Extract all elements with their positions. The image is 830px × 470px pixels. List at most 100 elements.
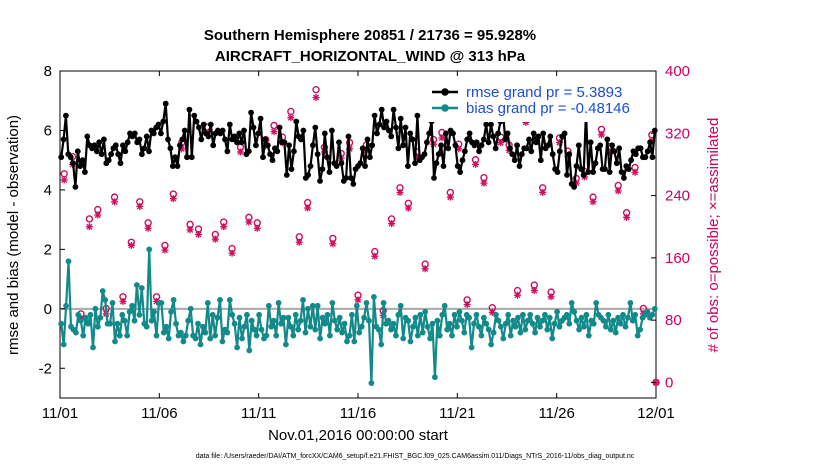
rmse-point	[310, 142, 316, 149]
rmse-point	[93, 148, 100, 155]
bias-point	[126, 308, 133, 315]
obs-possible-marker	[85, 215, 94, 223]
bias-point	[99, 288, 106, 294]
rmse-point	[424, 139, 430, 146]
bias-point	[573, 317, 580, 324]
obs-assimilated-marker	[236, 148, 244, 156]
bias-point	[182, 332, 189, 339]
bias-point	[490, 329, 497, 336]
bias-point	[214, 314, 221, 321]
x-tick-label: 11/01	[42, 405, 78, 422]
rmse-point	[165, 136, 171, 143]
bias-point	[441, 302, 448, 309]
bias-point	[153, 332, 160, 339]
obs-assimilated-marker	[354, 296, 362, 304]
legend-bias-marker	[441, 104, 449, 112]
obs-assimilated-marker	[295, 238, 303, 246]
rmse-point	[131, 130, 138, 137]
obs-assimilated-marker	[161, 246, 169, 254]
bias-point	[554, 308, 560, 315]
bias-point	[148, 317, 155, 324]
rmse-point	[336, 139, 342, 146]
bias-point	[63, 302, 69, 309]
bias-point	[280, 314, 287, 321]
bias-point	[292, 311, 299, 318]
rmse-point	[613, 160, 620, 167]
rmse-point	[219, 127, 226, 134]
obs-assimilated-marker	[539, 188, 547, 196]
rmse-point	[466, 130, 473, 137]
bias-point	[273, 332, 280, 339]
bias-point	[625, 314, 631, 321]
rmse-point	[174, 163, 181, 170]
bias-point	[82, 314, 89, 321]
rmse-point	[364, 136, 371, 143]
rmse-point	[348, 175, 354, 181]
bias-point	[532, 329, 538, 336]
rmse-point	[300, 127, 307, 134]
bias-point	[353, 302, 360, 309]
bias-point	[473, 311, 480, 318]
rmse-point	[459, 157, 466, 164]
rmse-point	[609, 142, 615, 149]
bias-point	[585, 332, 592, 339]
rmse-point	[530, 130, 537, 137]
bias-point	[180, 338, 187, 345]
rmse-point	[84, 133, 91, 140]
rmse-series	[58, 100, 658, 190]
chart-title-line2: AIRCRAFT_HORIZONTAL_WIND @ 313 hPa	[215, 48, 526, 65]
rmse-point	[172, 154, 179, 161]
bias-point	[385, 317, 392, 324]
bias-point	[241, 323, 248, 330]
rmse-point	[533, 139, 539, 146]
rmse-point	[293, 118, 300, 125]
rmse-point	[288, 166, 295, 173]
bias-point	[80, 332, 87, 339]
bias-point	[200, 323, 206, 330]
obs-assimilated-marker	[127, 241, 135, 249]
bias-point	[336, 314, 343, 321]
rmse-point	[141, 145, 148, 152]
bias-point	[295, 326, 302, 333]
bias-point	[124, 332, 131, 339]
obs-assimilated-marker	[144, 224, 152, 232]
rmse-point	[253, 142, 259, 149]
bias-point	[390, 320, 397, 327]
bias-point	[366, 317, 372, 324]
bias-point	[217, 297, 223, 303]
bias-point	[349, 311, 355, 318]
rmse-point	[492, 145, 499, 152]
bias-point	[515, 314, 521, 321]
bias-point	[393, 332, 399, 339]
rmse-point	[200, 121, 207, 128]
rmse-point	[393, 124, 399, 131]
bias-point	[146, 246, 153, 253]
rmse-point	[333, 163, 340, 170]
y-axis-left-label: rmse and bias (model - observation)	[5, 115, 22, 355]
bias-point	[432, 374, 438, 381]
rmse-point	[452, 142, 459, 149]
rmse-point	[264, 142, 271, 149]
bias-point	[116, 332, 123, 339]
rmse-point	[644, 148, 651, 155]
bias-point	[248, 317, 255, 324]
obs-assimilated-marker	[253, 224, 261, 232]
rmse-point	[457, 169, 463, 176]
obs-assimilated-marker	[60, 176, 68, 184]
rmse-point	[101, 136, 107, 143]
obs-assimilated-marker	[497, 139, 505, 147]
bias-point	[627, 300, 634, 306]
bias-point	[160, 329, 167, 336]
bias-point	[427, 335, 433, 342]
rmse-point	[291, 148, 297, 155]
bias-point	[400, 335, 407, 342]
rmse-point	[269, 157, 276, 164]
bias-point	[231, 320, 238, 327]
bias-point	[60, 341, 67, 348]
rmse-point	[611, 148, 618, 155]
bias-point	[258, 326, 265, 333]
y-right-tick-label: 320	[665, 125, 690, 142]
rmse-point	[378, 106, 385, 113]
rmse-point	[625, 166, 632, 173]
y-right-tick-label: 240	[665, 188, 690, 205]
